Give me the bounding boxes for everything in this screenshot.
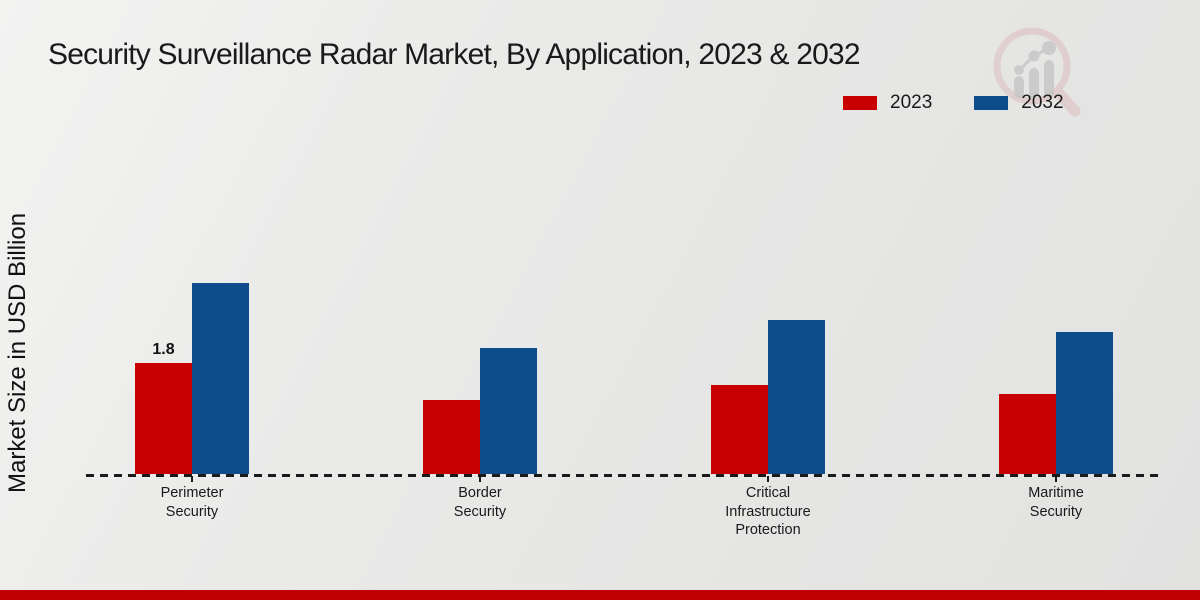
bar-2032-border-security [480, 348, 537, 474]
x-axis-category-label: Maritime Security [1028, 485, 1084, 520]
bar-2023-critical-infrastructure-protection [711, 385, 768, 474]
bar-2023-maritime-security [999, 394, 1056, 474]
chart-title: Security Surveillance Radar Market, By A… [48, 38, 861, 71]
bar-2032-critical-infrastructure-protection [768, 320, 825, 474]
legend-swatch-2032 [974, 96, 1009, 110]
legend-swatch-2023 [843, 96, 877, 110]
bar-2023-perimeter-security [135, 363, 192, 474]
bottom-accent-strip [0, 590, 1200, 600]
legend-item-2032: 2032 [974, 92, 1064, 114]
bar-2032-perimeter-security [192, 283, 249, 474]
legend: 2023 2032 [843, 92, 1064, 114]
brand-watermark-logo-icon [993, 27, 1081, 117]
legend-item-2023: 2023 [843, 92, 932, 114]
bar-2023-border-security [423, 400, 480, 474]
legend-label-2023: 2023 [890, 92, 933, 113]
bar-value-label: 1.8 [152, 341, 175, 358]
x-axis-tick [767, 476, 769, 482]
legend-label-2032: 2032 [1021, 92, 1064, 113]
x-axis-baseline [86, 474, 1164, 477]
x-axis-tick [479, 476, 481, 482]
x-axis-tick [1055, 476, 1057, 482]
x-axis-category-label: Perimeter Security [160, 485, 224, 520]
x-axis-category-label: Border Security [453, 485, 507, 520]
x-axis-category-label: Critical Infrastructure Protection [725, 485, 811, 538]
x-axis-tick [191, 476, 193, 482]
bar-2032-maritime-security [1056, 332, 1113, 474]
